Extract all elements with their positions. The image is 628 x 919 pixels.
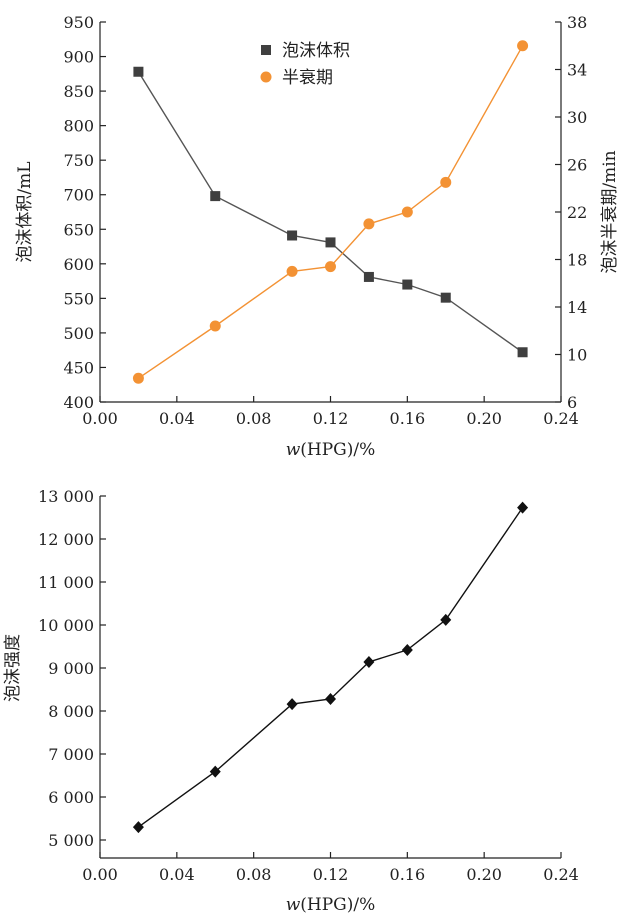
half-life-point <box>517 40 529 52</box>
legend-label-foam-volume: 泡沫体积 <box>282 41 350 61</box>
x-tick-label: 0.24 <box>543 865 579 884</box>
x-tick-label: 0.04 <box>159 409 195 428</box>
foam-strength-point <box>363 655 375 668</box>
left-y-tick-label: 950 <box>63 13 94 32</box>
foam-strength-point <box>286 698 298 711</box>
left-y-tick-label: 700 <box>63 186 94 205</box>
series-line-1 <box>137 71 524 353</box>
y-tick-label: 8 000 <box>48 702 94 721</box>
left-y-tick-label: 650 <box>63 220 94 239</box>
x-axis-label-rest: (HPG)/% <box>300 895 375 915</box>
series-line-2 <box>138 45 524 379</box>
foam-strength-point <box>132 821 144 834</box>
left-y-tick-label: 550 <box>63 289 94 308</box>
left-y-tick-label: 750 <box>63 151 94 170</box>
left-y-tick-label: 500 <box>63 324 94 343</box>
right-y-tick-label: 30 <box>567 108 587 127</box>
x-axis-label: w(HPG)/% <box>286 895 376 915</box>
half-life-point <box>325 261 336 273</box>
half-life-point <box>209 320 221 332</box>
left-y-tick-label: 900 <box>63 48 94 67</box>
right-y-tick-label: 18 <box>567 251 587 270</box>
right-y-tick-label: 6 <box>567 393 577 412</box>
foam-strength-point <box>440 613 452 626</box>
x-axis-label-var: w <box>286 895 301 915</box>
half-life-point <box>286 265 298 277</box>
x-tick-label: 0.16 <box>390 409 426 428</box>
x-tick-label: 0.00 <box>82 409 118 428</box>
foam-volume-point <box>517 347 528 358</box>
foam-volume-point <box>325 237 336 248</box>
half-life-point <box>363 218 375 230</box>
y-tick-label: 11 000 <box>38 573 94 592</box>
foam-volume-half-life-chart: 0.00 0.04 0.08 0.12 0.16 0.20 0.24 400 450 500 550… <box>15 13 620 460</box>
x-tick-label: 0.12 <box>313 865 349 884</box>
x-axis-label: w(HPG)/% <box>286 440 376 460</box>
x-tick-label: 0.08 <box>236 409 272 428</box>
legend-label-half-life: 半衰期 <box>282 68 333 88</box>
x-tick-label: 0.08 <box>236 865 272 884</box>
left-y-tick-label: 600 <box>63 255 94 274</box>
foam-volume-point <box>287 230 298 241</box>
x-axis-label-var: w <box>286 440 301 460</box>
x-tick-label: 0.00 <box>82 865 118 884</box>
left-y-tick-label: 850 <box>63 82 94 101</box>
half-life-point <box>401 206 413 218</box>
foam-volume-point <box>133 66 144 77</box>
x-tick-label: 0.12 <box>313 409 349 428</box>
y-axis-label: 泡沫强度 <box>3 634 23 702</box>
x-axis-label-rest: (HPG)/% <box>300 440 375 460</box>
x-tick-label: 0.16 <box>390 865 426 884</box>
left-y-axis-label: 泡沫体积/mL <box>15 161 35 262</box>
right-y-tick-label: 14 <box>567 298 587 317</box>
y-tick-label: 10 000 <box>38 616 94 635</box>
y-tick-label: 9 000 <box>48 659 94 678</box>
foam-strength-point <box>325 692 336 705</box>
legend-square-marker <box>261 45 271 55</box>
y-tick-label: 5 000 <box>48 831 94 850</box>
right-y-tick-label: 10 <box>567 346 587 365</box>
foam-volume-point <box>363 271 374 282</box>
foam-strength-point <box>517 501 529 514</box>
half-life-point <box>440 176 452 188</box>
y-tick-label: 13 000 <box>38 487 94 506</box>
y-tick-label: 12 000 <box>38 530 94 549</box>
right-y-tick-label: 26 <box>567 156 587 175</box>
foam-volume-point <box>440 292 451 303</box>
left-y-tick-label: 400 <box>63 393 94 412</box>
y-tick-label: 7 000 <box>48 745 94 764</box>
foam-strength-line <box>137 507 524 828</box>
right-y-tick-label: 34 <box>567 61 587 80</box>
right-y-tick-label: 38 <box>567 13 587 32</box>
foam-volume-point <box>402 279 413 290</box>
y-tick-label: 6 000 <box>48 788 94 807</box>
x-tick-label: 0.24 <box>543 409 579 428</box>
right-y-axis-label: 泡沫半衰期/min <box>600 150 620 273</box>
legend-circle-marker <box>260 71 272 83</box>
right-y-tick-label: 22 <box>567 203 587 222</box>
foam-volume-point <box>210 191 221 202</box>
x-tick-label: 0.04 <box>159 865 195 884</box>
left-y-tick-label: 450 <box>63 358 94 377</box>
foam-strength-point <box>209 765 221 778</box>
x-tick-label: 0.20 <box>466 865 502 884</box>
x-tick-label: 0.20 <box>466 409 502 428</box>
half-life-point <box>132 372 144 384</box>
left-y-tick-label: 800 <box>63 117 94 136</box>
foam-strength-point <box>401 643 413 656</box>
